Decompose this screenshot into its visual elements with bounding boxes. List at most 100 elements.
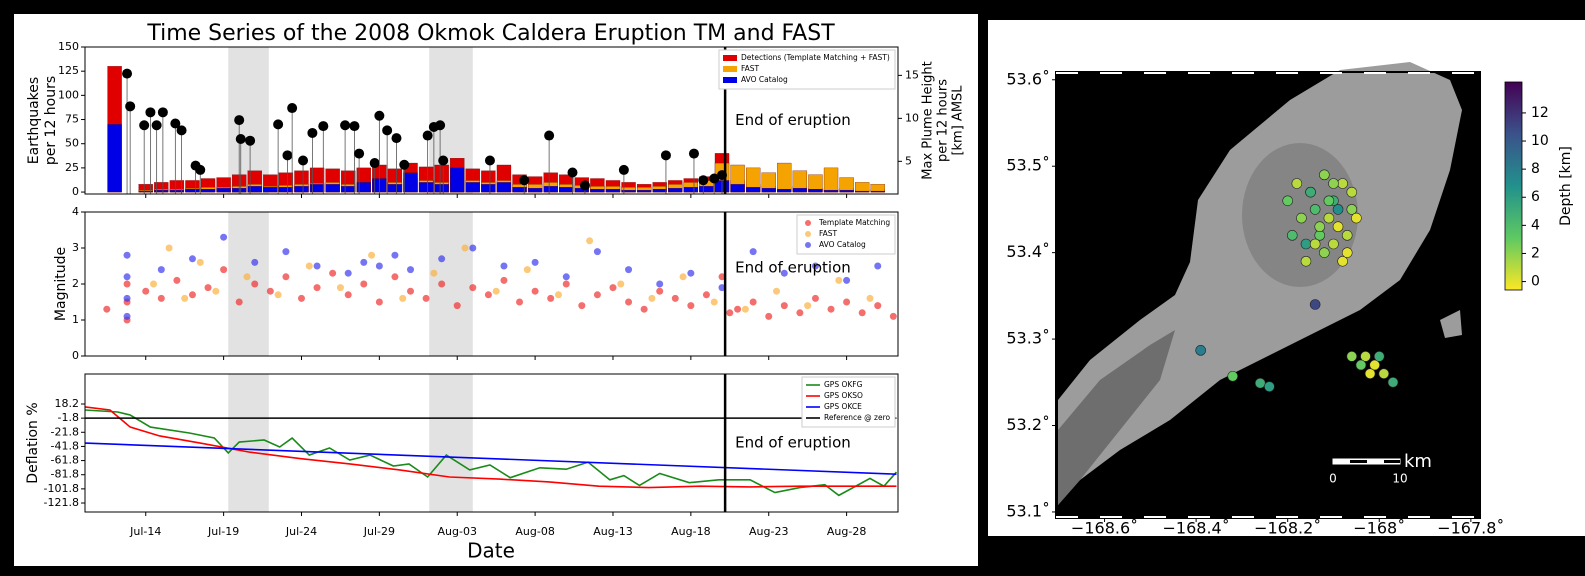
point (423, 295, 430, 302)
point (773, 288, 780, 295)
point (532, 259, 539, 266)
plume-marker (287, 103, 297, 113)
plume-marker (567, 168, 577, 178)
x-tick-label: Aug-13 (593, 525, 632, 538)
bar (481, 184, 495, 192)
earthquake (1365, 369, 1375, 379)
plume-marker (125, 101, 135, 111)
point (742, 306, 749, 313)
bar (653, 189, 667, 192)
point (407, 266, 414, 273)
y-axis-label: per 12 hours (43, 76, 59, 165)
bar (731, 184, 745, 192)
point (329, 270, 336, 277)
point (438, 255, 445, 262)
plume-marker (698, 175, 708, 185)
bar (559, 187, 573, 192)
y-tick-label: -1.8 (58, 411, 79, 424)
shaded-span (429, 374, 473, 512)
point (866, 295, 873, 302)
point (124, 313, 131, 320)
bar (746, 187, 760, 192)
point (563, 281, 570, 288)
point (306, 263, 313, 270)
earthquake (1351, 213, 1361, 223)
x-tick-label: Jul-24 (285, 525, 317, 538)
x-tick-label: −168.2˚ (1254, 519, 1321, 538)
plume-marker (382, 125, 392, 135)
legend-label: FAST (819, 229, 838, 238)
y2-axis-label: per 12 hours (936, 79, 951, 162)
point (189, 255, 196, 262)
x-tick-label: Jul-19 (207, 525, 239, 538)
y-tick-label: 2 (72, 277, 79, 290)
point (656, 281, 663, 288)
point (399, 295, 406, 302)
point (376, 299, 383, 306)
chart-title: Time Series of the 2008 Okmok Caldera Er… (146, 21, 835, 46)
legend-label: GPS OKCE (824, 402, 862, 411)
bar (108, 124, 122, 192)
plume-marker (273, 119, 283, 129)
y-tick-label: 0 (72, 349, 79, 362)
legend-label: FAST (741, 64, 760, 73)
point (282, 248, 289, 255)
bar (185, 189, 199, 192)
bar (855, 191, 869, 192)
point (648, 295, 655, 302)
event-label: End of eruption (735, 434, 851, 452)
earthquake (1347, 351, 1357, 361)
point (524, 266, 531, 273)
plume-marker (349, 121, 359, 131)
plume-marker (391, 133, 401, 143)
bar (777, 189, 791, 192)
bar (341, 186, 355, 192)
y-tick-label: 75 (65, 113, 79, 126)
plume-marker (307, 128, 317, 138)
point (734, 306, 741, 313)
x-axis-label: Date (467, 539, 515, 563)
bar (855, 182, 869, 192)
point (563, 273, 570, 280)
y-axis-label: Magnitude (53, 247, 69, 321)
point (594, 291, 601, 298)
point (547, 295, 554, 302)
point (726, 309, 733, 316)
point (360, 259, 367, 266)
earthquake (1342, 230, 1352, 240)
plume-marker (145, 107, 155, 117)
earthquake (1283, 196, 1293, 206)
earthquake (1296, 213, 1306, 223)
plume-marker (689, 149, 699, 159)
point (656, 288, 663, 295)
bar (777, 163, 791, 192)
bar (699, 186, 713, 192)
event-label: End of eruption (735, 259, 851, 277)
plume-marker (438, 155, 448, 165)
bar (637, 190, 651, 192)
bar (528, 188, 542, 192)
legend-swatch (805, 242, 811, 248)
plume-marker (370, 158, 380, 168)
bar (279, 187, 293, 192)
point (555, 291, 562, 298)
point (124, 281, 131, 288)
shaded-span (429, 212, 473, 356)
point (391, 273, 398, 280)
scalebar-unit: km (1404, 451, 1432, 472)
bar (326, 184, 340, 192)
point (804, 302, 811, 309)
y-tick-label: 53.4˚ (1006, 242, 1050, 261)
bar (590, 189, 604, 192)
bar (544, 186, 558, 192)
y2-axis-label: [km] AMSL (951, 85, 966, 156)
plume-marker (139, 120, 149, 130)
legend-label: Reference @ zero (824, 413, 891, 422)
point (469, 245, 476, 252)
y-tick-label: 100 (58, 88, 79, 101)
bar (450, 168, 464, 192)
colorbar (1505, 82, 1522, 290)
x-tick-label: −168.6˚ (1071, 519, 1138, 538)
point (158, 295, 165, 302)
plume-marker (519, 175, 529, 185)
